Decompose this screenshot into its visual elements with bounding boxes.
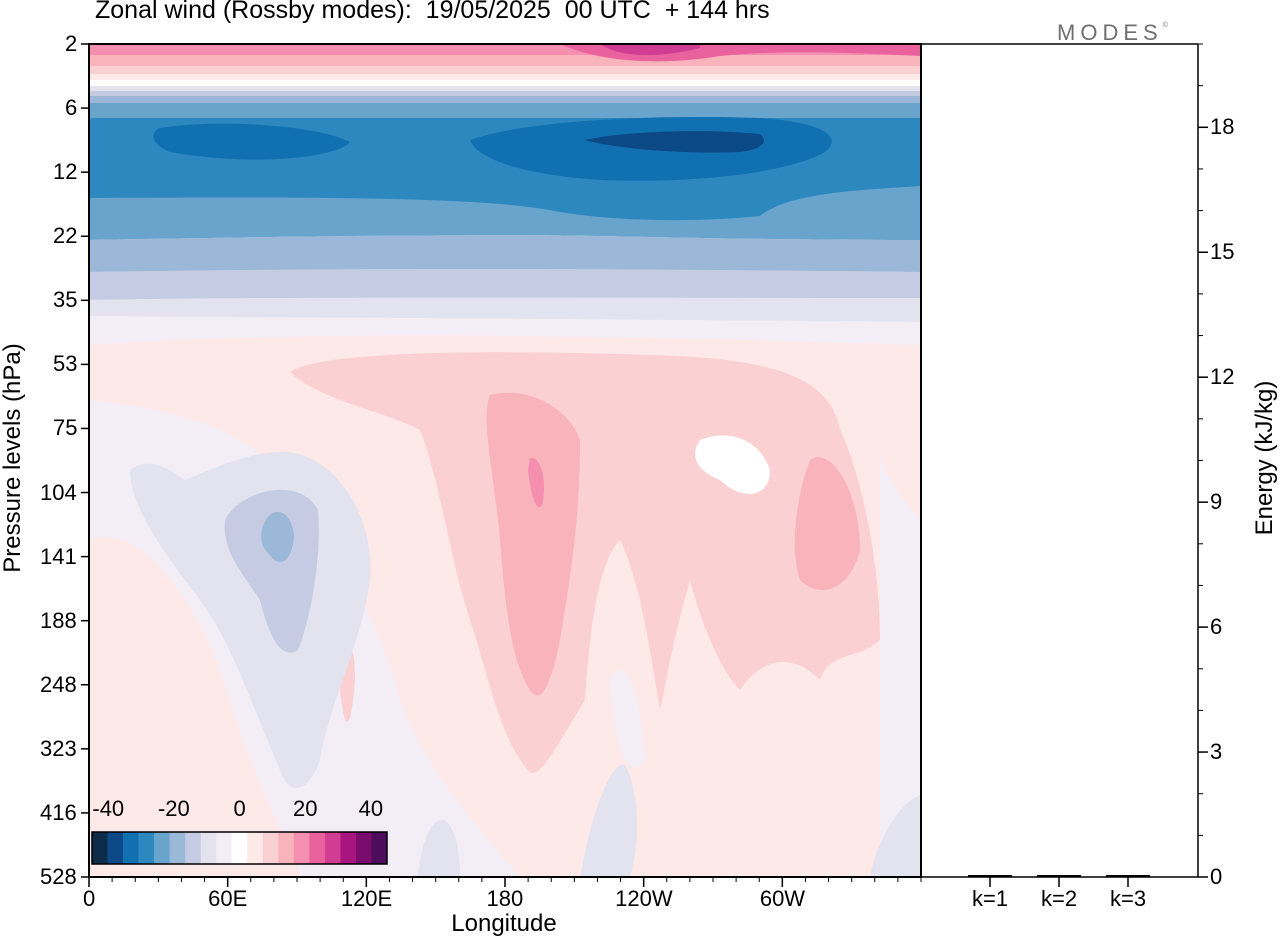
contour-westerly-max-180 [528, 457, 545, 508]
energy-tick-label: 15 [1210, 239, 1235, 265]
longitude-tick-label: 120E [340, 886, 393, 911]
energy-category-label: k=1 [972, 886, 1009, 911]
energy-bar [1106, 875, 1150, 877]
band-9 [89, 103, 921, 115]
colorbar-tick-label: 20 [293, 796, 318, 821]
band-lower-11 [89, 297, 921, 322]
longitude-tick-label: 180 [486, 886, 524, 911]
longitude-ticks [88, 877, 922, 887]
pressure-tick-label: 2 [65, 31, 78, 56]
contour-easterly-moderate [224, 489, 319, 653]
pressure-tick-label: 141 [40, 543, 77, 569]
colorbar-swatch [169, 832, 186, 864]
band-7 [89, 91, 921, 97]
colorbar-swatch [216, 832, 233, 864]
contour-westerly-sliver [340, 651, 355, 722]
colorbar-swatch [123, 832, 139, 864]
colorbar-swatch [200, 832, 217, 864]
colorbar-swatch [154, 832, 170, 864]
band-top-2 [89, 55, 921, 68]
pressure-tick-label: 104 [40, 479, 77, 505]
colorbar-swatch [371, 832, 388, 864]
pressure-tick-label: 248 [40, 671, 77, 697]
longitude-tick-label: 0 [83, 886, 96, 911]
energy-ticks [1198, 43, 1208, 878]
modes-logo: MODES© [1057, 20, 1168, 46]
contour-lower-west-pink [89, 536, 300, 877]
energy-tick-label: 0 [1210, 864, 1223, 889]
colorbar-swatch [138, 832, 155, 864]
energy-axis-label: Energy (kJ/kg) [1251, 380, 1278, 536]
energy-tick-label: 9 [1210, 489, 1223, 515]
energy-category-label: k=2 [1041, 886, 1078, 911]
pressure-tick-label: 53 [53, 351, 78, 377]
energy-bar [1037, 875, 1081, 877]
easterly-max [585, 131, 764, 153]
colorbar-swatch [92, 832, 108, 864]
colorbar [91, 831, 388, 865]
colorbar-swatch [278, 832, 295, 864]
energy-tick-label: 12 [1210, 364, 1235, 390]
colorbar-swatch [262, 832, 279, 864]
contour-easterly-core [261, 511, 294, 563]
energy-tick-label: 18 [1210, 114, 1235, 140]
band-top-3 [89, 66, 921, 76]
longitude-axis-label: Longitude [451, 910, 557, 937]
contour-zero-hole [695, 435, 770, 494]
colorbar-swatch [231, 832, 248, 864]
colorbar-swatch [107, 832, 124, 864]
energy-tick-label: 3 [1210, 739, 1223, 765]
energy-bar [968, 875, 1012, 877]
colorbar-swatch [309, 832, 326, 864]
contour-surface-east-3 [870, 795, 921, 877]
band-4 [89, 74, 921, 82]
colorbar-swatch [247, 832, 264, 864]
pressure-tick-label: 416 [40, 799, 77, 825]
longitude-tick-label: 120W [615, 886, 673, 911]
band-5 [89, 80, 921, 87]
longitude-tick-label: 60E [208, 886, 248, 911]
band-lower-9 [89, 235, 921, 272]
contour-surface-east-2 [418, 819, 460, 877]
contour-weak-mid [610, 669, 645, 768]
band-8 [89, 96, 921, 104]
band-top-core [600, 44, 700, 56]
pressure-tick-label: 6 [65, 95, 78, 121]
colorbar-frame [91, 831, 388, 865]
pressure-tick-label: 528 [40, 864, 77, 889]
chart-title: Zonal wind (Rossby modes): 19/05/2025 00… [95, 0, 770, 24]
pressure-tick-label: 188 [40, 607, 77, 633]
pressure-tick-label: 35 [53, 287, 78, 313]
pressure-tick-label: 12 [53, 159, 78, 185]
colorbar-swatch [185, 832, 201, 864]
colorbar-tick-label: 0 [233, 796, 246, 821]
band-6 [89, 86, 921, 92]
colorbar-tick-label: -40 [92, 796, 125, 821]
contour-surface-east-1 [580, 764, 637, 877]
band-lower-10 [89, 269, 921, 300]
colorbar-tick-label: -20 [157, 796, 190, 821]
energy-tick-label: 6 [1210, 614, 1223, 640]
pressure-tick-label: 323 [40, 735, 77, 761]
easterly-core-west [153, 123, 350, 160]
colorbar-swatch [340, 832, 357, 864]
wind-contour-field [89, 44, 921, 877]
colorbar-tick-label: 40 [358, 796, 384, 821]
colorbar-swatch [293, 832, 310, 864]
pressure-tick-label: 75 [53, 415, 78, 441]
brand-text: MODES [1057, 20, 1163, 45]
brand-mark: © [1162, 22, 1168, 29]
pressure-ticks [81, 43, 89, 878]
energy-category-label: k=3 [1110, 886, 1147, 911]
colorbar-swatch [324, 832, 341, 864]
energy-bars [968, 875, 1150, 887]
longitude-tick-label: 60W [759, 886, 806, 911]
pressure-tick-label: 22 [53, 223, 78, 249]
pressure-axis-label: Pressure levels (hPa) [0, 343, 26, 573]
contour-westerly-strong-60w [794, 457, 860, 590]
colorbar-swatch [355, 832, 372, 864]
contour-westerly-strong-180 [486, 392, 580, 696]
